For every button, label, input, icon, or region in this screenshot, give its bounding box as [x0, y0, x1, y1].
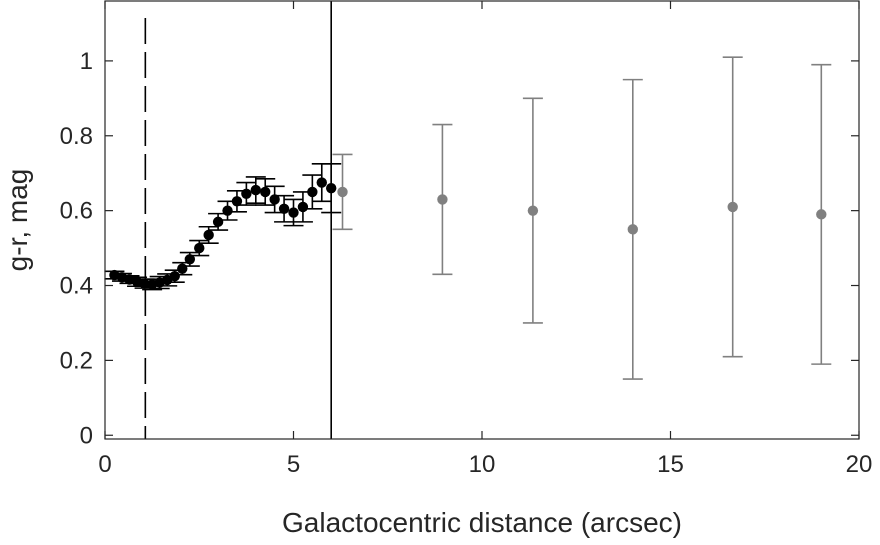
data-point [269, 194, 280, 205]
series-0 [104, 163, 342, 291]
data-point [194, 242, 205, 254]
data-point [337, 186, 348, 198]
x-tick-label: 15 [657, 451, 684, 478]
x-tick-label: 20 [846, 451, 873, 478]
data-point [816, 209, 827, 220]
series-1 [332, 56, 832, 380]
data-point [307, 186, 318, 198]
y-tick-label: 0.6 [60, 198, 93, 225]
data-point [288, 207, 299, 218]
data-point [527, 205, 539, 216]
data-point [177, 263, 188, 274]
data-point [139, 278, 150, 289]
y-tick-label: 1 [80, 48, 93, 75]
data-point [727, 201, 738, 213]
data-point [169, 270, 180, 282]
y-tick-label: 0.2 [60, 347, 93, 374]
data-point [212, 216, 224, 228]
data-point [297, 201, 309, 213]
y-axis-ticks: 0 0.2 0.4 0.6 0.8 1 [60, 48, 859, 449]
x-axis-ticks: 0 5 10 15 20 [98, 1, 872, 478]
x-tick-label: 0 [98, 451, 111, 478]
data-point [250, 184, 261, 196]
x-tick-label: 10 [469, 451, 496, 478]
x-tick-label: 5 [287, 451, 300, 478]
y-tick-label: 0.4 [60, 273, 93, 300]
data-point [231, 196, 243, 207]
data-point [437, 194, 448, 205]
y-tick-label: 0 [80, 422, 93, 449]
data-point [222, 205, 233, 216]
data-point [203, 229, 214, 241]
y-axis-label: g-r, mag [2, 169, 33, 272]
data-point [326, 182, 337, 194]
data-point [260, 186, 271, 198]
plot-content [104, 1, 832, 439]
x-axis-label: Galactocentric distance (arcsec) [282, 507, 682, 538]
data-point [316, 177, 327, 188]
y-tick-label: 0.8 [60, 123, 93, 150]
data-point [627, 224, 638, 235]
data-point [278, 203, 290, 214]
data-point [184, 254, 196, 265]
data-point [241, 188, 252, 199]
